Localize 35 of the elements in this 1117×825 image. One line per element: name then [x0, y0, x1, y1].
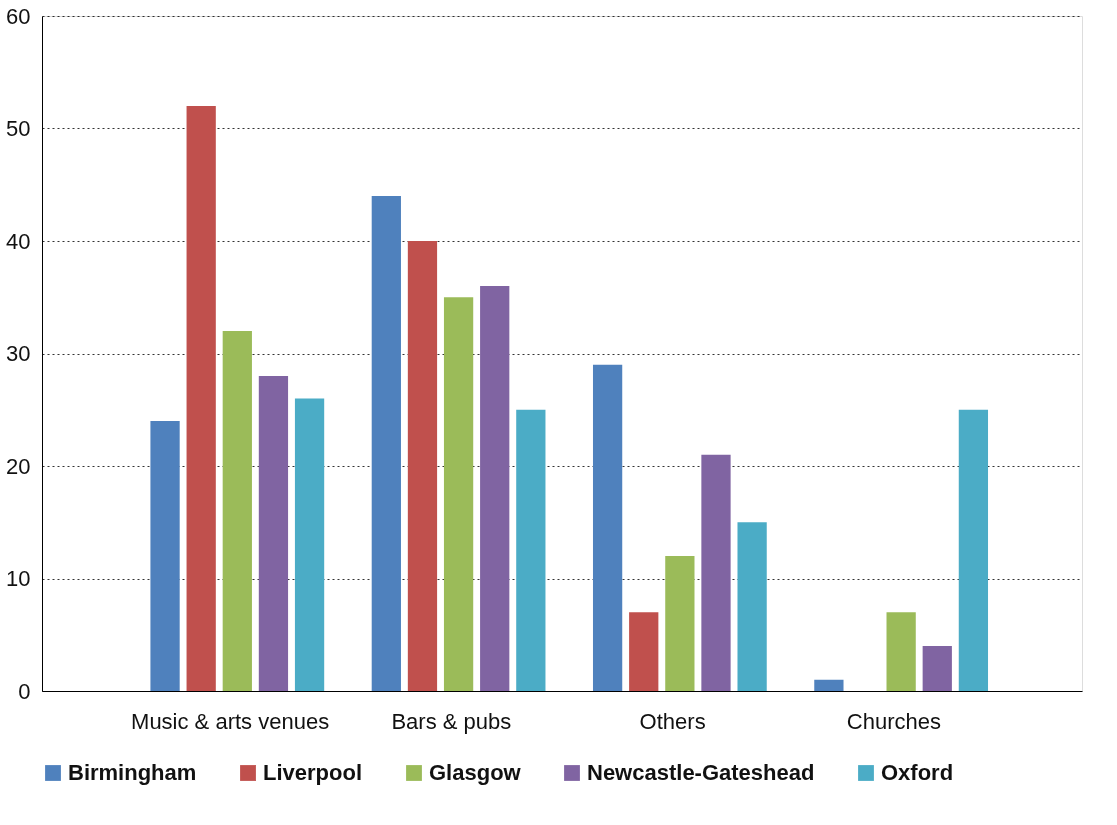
bar	[958, 409, 989, 691]
bar	[814, 679, 844, 691]
x-tick-label: Bars & pubs	[391, 708, 512, 734]
bar	[701, 454, 731, 691]
bar	[222, 331, 252, 691]
y-tick-label: 60	[6, 3, 31, 29]
legend-label: Liverpool	[263, 760, 363, 785]
bar	[186, 106, 216, 691]
bar	[665, 556, 695, 691]
x-tick-label: Churches	[846, 708, 941, 734]
bar	[516, 409, 546, 691]
bar	[629, 612, 659, 691]
y-tick-label: 30	[6, 341, 31, 366]
legend-label: Newcastle-Gateshead	[587, 760, 815, 785]
y-tick-label: 40	[6, 228, 31, 254]
bar	[371, 196, 401, 691]
x-tick-label: Music & arts venues	[131, 708, 330, 734]
bar	[294, 398, 325, 691]
y-tick-label: 20	[6, 453, 31, 479]
bar	[886, 612, 916, 691]
legend-label: Birmingham	[68, 760, 197, 785]
bar	[407, 241, 438, 691]
bar	[737, 522, 767, 691]
bar	[443, 297, 474, 691]
bar	[922, 646, 952, 691]
bar	[258, 376, 289, 691]
y-tick-label: 0	[18, 678, 31, 704]
x-tick-label: Others	[639, 708, 706, 734]
legend-label: Glasgow	[429, 760, 522, 785]
y-tick-label: 10	[6, 566, 31, 591]
bar	[150, 421, 180, 691]
y-tick-label: 50	[6, 116, 31, 141]
bar	[592, 364, 623, 691]
bar	[480, 286, 510, 691]
legend-label: Oxford	[881, 760, 954, 785]
